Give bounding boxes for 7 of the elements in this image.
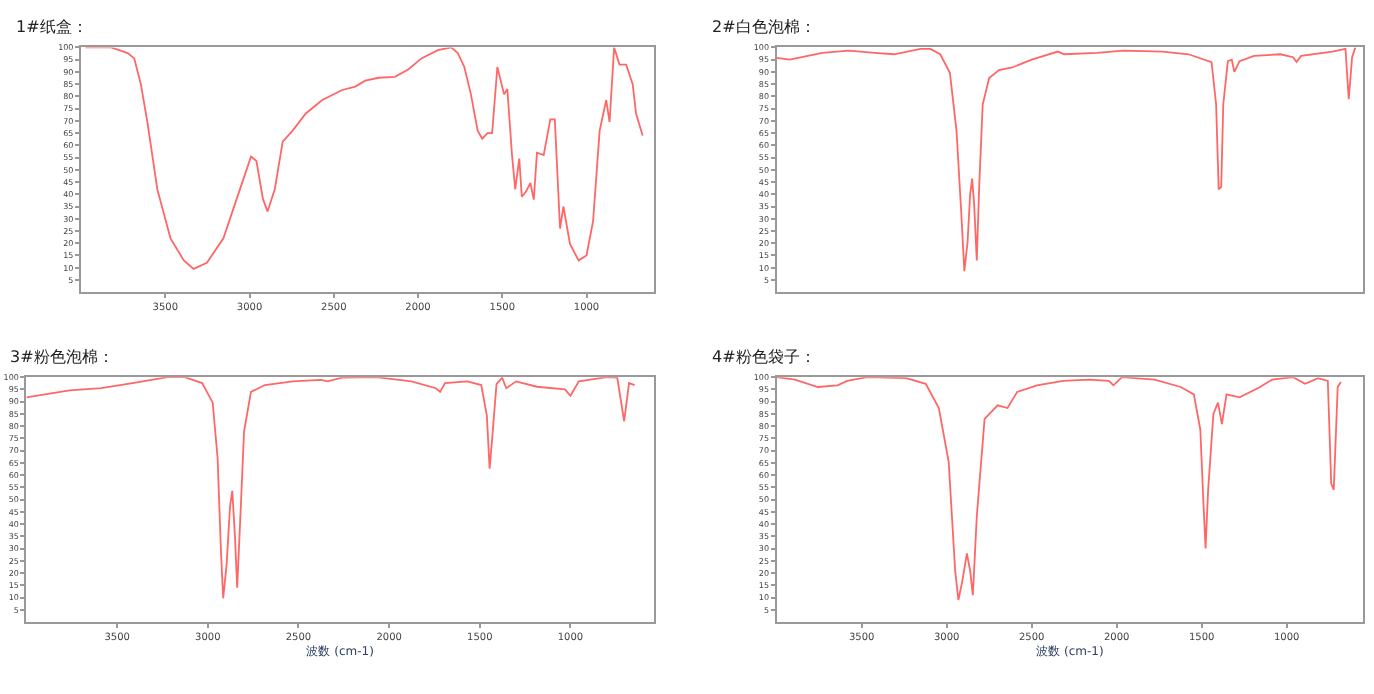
- chart-title: 3#粉色泡棉：: [10, 348, 114, 366]
- chart-title: 1#纸盒：: [16, 18, 88, 36]
- chart-title: 4#粉色袋子：: [712, 348, 816, 366]
- chart-title: 2#白色泡棉：: [712, 18, 816, 36]
- line-series: [776, 377, 1342, 601]
- line-series: [776, 47, 1357, 273]
- line-series: [26, 377, 636, 600]
